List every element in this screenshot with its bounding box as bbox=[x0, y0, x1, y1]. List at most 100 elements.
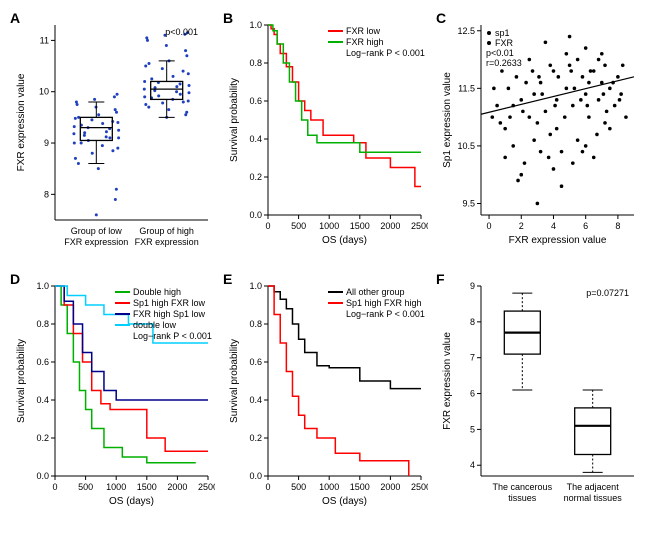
panel-label-c: C bbox=[436, 10, 446, 26]
svg-text:FXR high Sp1 low: FXR high Sp1 low bbox=[133, 309, 206, 319]
svg-text:8: 8 bbox=[615, 221, 620, 231]
svg-text:FXR expression value: FXR expression value bbox=[442, 332, 453, 430]
svg-text:Double high: Double high bbox=[133, 287, 181, 297]
svg-text:0.6: 0.6 bbox=[36, 357, 49, 367]
chart-e: 050010001500200025000.00.20.40.60.81.0Su… bbox=[223, 271, 428, 521]
chart-c: 0 2 4 6 8 9.5 10.5 11.5 12.5 Sp1 expression value… bbox=[436, 10, 641, 260]
svg-text:0.8: 0.8 bbox=[249, 58, 262, 68]
svg-text:0.0: 0.0 bbox=[249, 210, 262, 220]
svg-text:FXR expression: FXR expression bbox=[135, 237, 199, 247]
svg-text:p=0.07271: p=0.07271 bbox=[586, 288, 629, 298]
svg-text:2500: 2500 bbox=[411, 221, 428, 231]
svg-text:All other group: All other group bbox=[346, 287, 405, 297]
svg-text:normal tissues: normal tissues bbox=[564, 493, 623, 503]
svg-text:2000: 2000 bbox=[167, 482, 187, 492]
svg-text:9: 9 bbox=[470, 281, 475, 291]
svg-text:2: 2 bbox=[519, 221, 524, 231]
svg-text:Log−rank P < 0.001: Log−rank P < 0.001 bbox=[133, 331, 212, 341]
svg-text:2000: 2000 bbox=[380, 482, 400, 492]
svg-text:6: 6 bbox=[583, 221, 588, 231]
svg-text:0.4: 0.4 bbox=[36, 395, 49, 405]
svg-text:p<0.01: p<0.01 bbox=[486, 48, 514, 58]
svg-text:500: 500 bbox=[291, 482, 306, 492]
svg-text:r=0.2633: r=0.2633 bbox=[486, 58, 522, 68]
svg-text:FXR low: FXR low bbox=[346, 26, 381, 36]
svg-text:OS (days): OS (days) bbox=[322, 496, 367, 507]
svg-text:The adjacent: The adjacent bbox=[567, 482, 620, 492]
svg-text:Survival probability: Survival probability bbox=[229, 339, 240, 423]
svg-text:Log−rank P < 0.001: Log−rank P < 0.001 bbox=[346, 309, 425, 319]
svg-text:0.2: 0.2 bbox=[249, 433, 262, 443]
panel-b: B 050010001500200025000.00.20.40.60.81.0… bbox=[223, 10, 428, 263]
chart-d: 050010001500200025000.00.20.40.60.81.0Su… bbox=[10, 271, 215, 521]
svg-text:0: 0 bbox=[52, 482, 57, 492]
svg-text:0: 0 bbox=[265, 221, 270, 231]
svg-text:9: 9 bbox=[44, 138, 49, 148]
svg-text:4: 4 bbox=[470, 460, 475, 470]
svg-text:Sp1 expression value: Sp1 expression value bbox=[442, 72, 453, 168]
svg-text:11.5: 11.5 bbox=[458, 83, 475, 93]
chart-a: 891011FXR expression valueGroup of lowFX… bbox=[10, 10, 215, 260]
svg-text:0: 0 bbox=[265, 482, 270, 492]
panel-a: A 891011FXR expression valueGroup of low… bbox=[10, 10, 215, 263]
svg-text:1.0: 1.0 bbox=[249, 20, 262, 30]
svg-text:0.0: 0.0 bbox=[249, 471, 262, 481]
panel-e: E 050010001500200025000.00.20.40.60.81.0… bbox=[223, 271, 428, 524]
svg-text:0.4: 0.4 bbox=[249, 395, 262, 405]
svg-text:10: 10 bbox=[39, 87, 49, 97]
svg-text:500: 500 bbox=[78, 482, 93, 492]
svg-text:8: 8 bbox=[470, 317, 475, 327]
panel-label-d: D bbox=[10, 271, 20, 287]
svg-text:1000: 1000 bbox=[106, 482, 126, 492]
svg-text:0.8: 0.8 bbox=[36, 319, 49, 329]
svg-text:sp1: sp1 bbox=[495, 28, 510, 38]
svg-text:1.0: 1.0 bbox=[249, 281, 262, 291]
svg-text:Sp1 high FXR high: Sp1 high FXR high bbox=[346, 298, 422, 308]
svg-text:0: 0 bbox=[487, 221, 492, 231]
svg-text:0.2: 0.2 bbox=[36, 433, 49, 443]
panel-d: D 050010001500200025000.00.20.40.60.81.0… bbox=[10, 271, 215, 524]
svg-text:tissues: tissues bbox=[508, 493, 537, 503]
svg-text:Group of low: Group of low bbox=[71, 226, 123, 236]
svg-text:1.0: 1.0 bbox=[36, 281, 49, 291]
svg-text:11: 11 bbox=[40, 35, 49, 45]
svg-text:1500: 1500 bbox=[350, 221, 370, 231]
svg-text:FXR: FXR bbox=[495, 38, 514, 48]
svg-text:1500: 1500 bbox=[137, 482, 157, 492]
svg-text:p<0.001: p<0.001 bbox=[165, 27, 198, 37]
svg-text:2000: 2000 bbox=[380, 221, 400, 231]
svg-text:OS (days): OS (days) bbox=[322, 235, 367, 246]
svg-text:0.6: 0.6 bbox=[249, 357, 262, 367]
svg-text:FXR expression value: FXR expression value bbox=[16, 73, 27, 171]
svg-text:FXR expression value: FXR expression value bbox=[509, 235, 607, 246]
svg-text:4: 4 bbox=[551, 221, 556, 231]
panel-label-b: B bbox=[223, 10, 233, 26]
panel-label-f: F bbox=[436, 271, 445, 287]
svg-text:1500: 1500 bbox=[350, 482, 370, 492]
svg-text:7: 7 bbox=[470, 353, 475, 363]
svg-text:1000: 1000 bbox=[319, 482, 339, 492]
svg-text:0.4: 0.4 bbox=[249, 134, 262, 144]
svg-text:0.2: 0.2 bbox=[249, 172, 262, 182]
svg-text:Log−rank P < 0.001: Log−rank P < 0.001 bbox=[346, 48, 425, 58]
svg-text:OS (days): OS (days) bbox=[109, 496, 154, 507]
chart-f: 456789FXR expression valueThe canceroust… bbox=[436, 271, 641, 521]
panel-f: F 456789FXR expression valueThe cancerou… bbox=[436, 271, 641, 524]
svg-text:6: 6 bbox=[470, 389, 475, 399]
svg-text:9.5: 9.5 bbox=[462, 198, 475, 208]
svg-text:FXR expression: FXR expression bbox=[64, 237, 128, 247]
svg-text:double low: double low bbox=[133, 320, 177, 330]
svg-text:5: 5 bbox=[470, 424, 475, 434]
svg-text:Survival probability: Survival probability bbox=[229, 78, 240, 162]
svg-text:0.0: 0.0 bbox=[36, 471, 49, 481]
svg-text:Group of high: Group of high bbox=[139, 226, 194, 236]
panel-c: C 0 2 4 6 8 9.5 10.5 11.5 12.5 Sp1 expression val… bbox=[436, 10, 641, 263]
svg-text:12.5: 12.5 bbox=[457, 26, 475, 36]
figure-grid: A 891011FXR expression valueGroup of low… bbox=[10, 10, 640, 524]
svg-text:10.5: 10.5 bbox=[457, 141, 475, 151]
svg-text:1000: 1000 bbox=[319, 221, 339, 231]
svg-text:500: 500 bbox=[291, 221, 306, 231]
chart-b: 050010001500200025000.00.20.40.60.81.0Su… bbox=[223, 10, 428, 260]
svg-text:8: 8 bbox=[44, 189, 49, 199]
panel-label-e: E bbox=[223, 271, 232, 287]
